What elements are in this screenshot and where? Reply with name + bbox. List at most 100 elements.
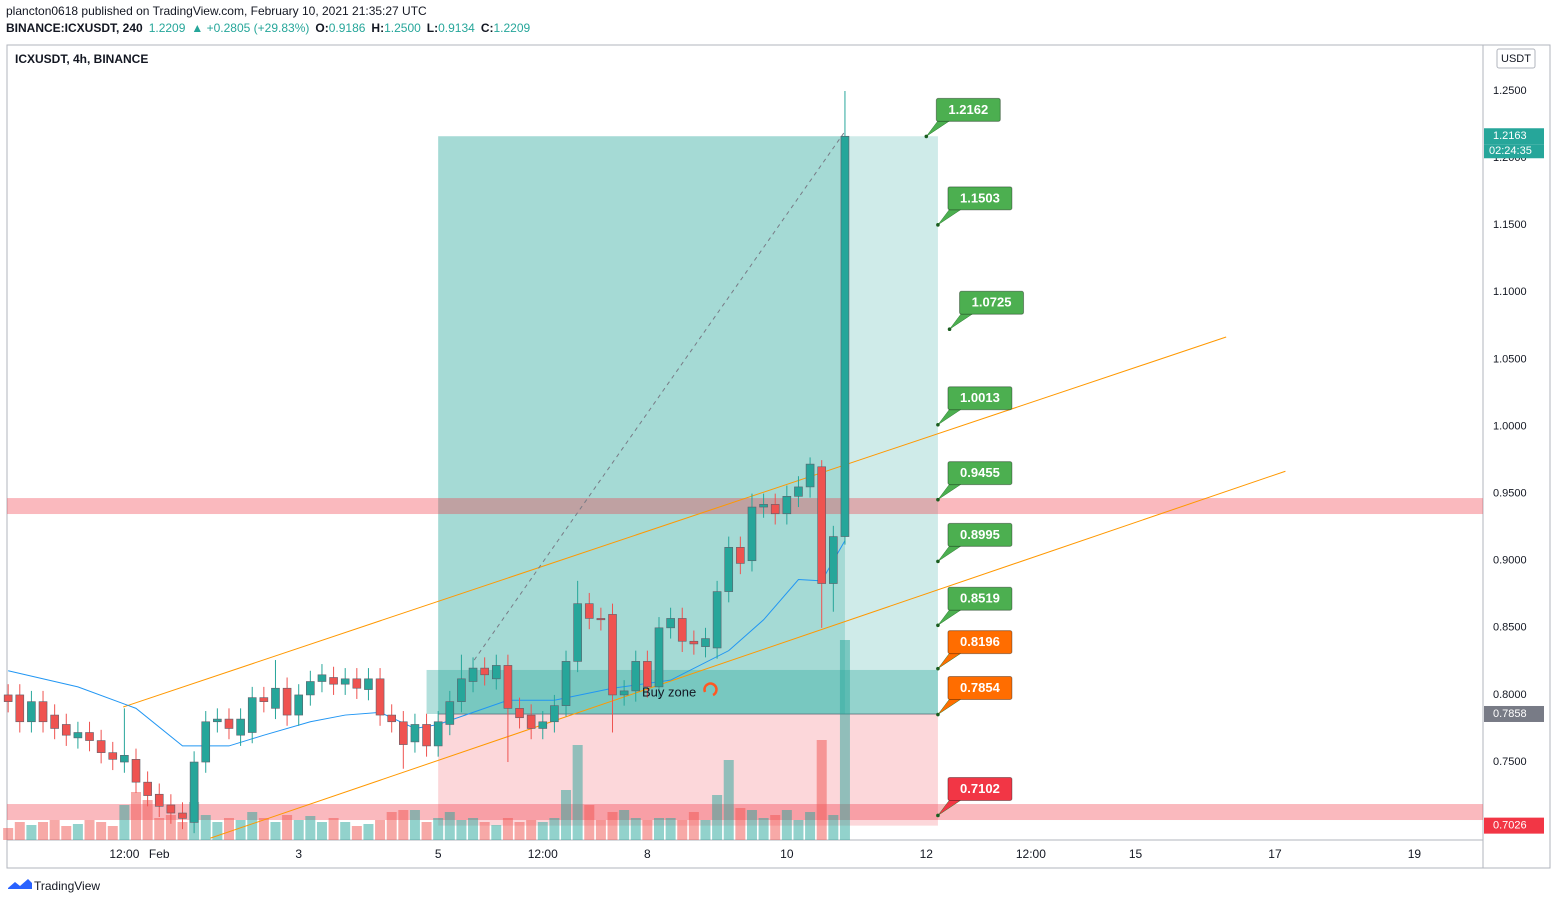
x-tick-label: 17 xyxy=(1268,847,1282,861)
volume-bar xyxy=(375,820,386,840)
candle-body xyxy=(433,721,443,747)
candle-body xyxy=(61,724,71,736)
candle-body xyxy=(236,718,245,736)
candle-body xyxy=(340,678,350,685)
x-tick-label: 3 xyxy=(295,847,302,861)
volume-bar xyxy=(351,826,362,840)
price-tag xyxy=(1484,705,1544,722)
candle-body xyxy=(631,661,641,692)
target-anchor xyxy=(936,623,940,628)
candle-body xyxy=(736,547,745,564)
volume-bar xyxy=(595,820,606,840)
volume-bar xyxy=(84,820,95,840)
target-anchor xyxy=(936,813,940,818)
candle-body xyxy=(189,761,199,823)
volume-bar xyxy=(444,812,455,840)
volume-bar xyxy=(723,760,734,840)
volume-bar xyxy=(653,818,664,840)
tv-logo xyxy=(8,879,32,889)
header-text: 1.2500 xyxy=(384,21,421,35)
target-anchor xyxy=(936,223,940,227)
candle-body xyxy=(247,697,257,733)
volume-bar xyxy=(502,818,513,840)
candle-body xyxy=(526,714,536,729)
volume-bar xyxy=(119,805,130,840)
volume-bar xyxy=(142,800,153,840)
header-text: ▲ +0.2805 (+29.83%) xyxy=(191,21,309,35)
y-tick-label: 0.8000 xyxy=(1493,689,1527,701)
volume-bar xyxy=(340,822,351,840)
x-tick-label: 12 xyxy=(920,847,934,861)
candle-body xyxy=(701,638,710,647)
candle-body xyxy=(108,752,118,760)
volume-bar xyxy=(177,822,188,840)
candle-body xyxy=(50,714,59,729)
x-tick-label: 12:00 xyxy=(1016,847,1046,861)
candle-body xyxy=(643,661,652,688)
volume-bar xyxy=(96,822,107,840)
volume-bar xyxy=(26,825,37,840)
volume-bar xyxy=(526,820,537,840)
candle-body xyxy=(3,694,13,702)
candle-body xyxy=(805,463,815,488)
candle-body xyxy=(294,694,304,716)
volume-bar xyxy=(688,812,699,840)
y-tick-label: 1.0000 xyxy=(1493,420,1527,432)
candle-body xyxy=(85,732,94,741)
candle-body xyxy=(259,697,269,702)
x-tick-label: 15 xyxy=(1129,847,1143,861)
x-tick-label: 10 xyxy=(780,847,794,861)
target-label: 0.9455 xyxy=(960,465,1000,480)
candle-body xyxy=(306,681,315,696)
volume-bar xyxy=(107,826,118,840)
target-label: 1.0013 xyxy=(960,390,1000,405)
target-label: 0.8995 xyxy=(960,527,1000,542)
currency-box[interactable] xyxy=(1496,48,1536,69)
target-box xyxy=(947,522,1013,547)
volume-bar xyxy=(200,815,211,840)
candle-body xyxy=(608,614,617,696)
candle-body xyxy=(759,504,768,508)
volume-bar xyxy=(758,818,769,840)
candle-body xyxy=(457,678,466,702)
candle-body xyxy=(654,627,664,688)
volume-bar xyxy=(398,810,409,840)
legend: ICXUSDT, 4h, BINANCE xyxy=(15,52,148,66)
volume-bar xyxy=(561,790,572,840)
x-tick-label: Feb xyxy=(149,847,170,861)
candle-body xyxy=(15,694,25,723)
x-tick-label: 5 xyxy=(435,847,442,861)
candle-body xyxy=(38,701,48,723)
candle-body xyxy=(213,718,222,723)
dashed-line xyxy=(473,132,845,661)
candle-body xyxy=(271,687,280,709)
volume-bar xyxy=(154,818,165,840)
countdown-tag xyxy=(1484,144,1544,159)
volume-bar xyxy=(665,818,676,840)
target-anchor xyxy=(936,422,940,427)
candle-body xyxy=(712,591,722,649)
y-tick-label: 0.9000 xyxy=(1493,555,1527,567)
volume-bar xyxy=(14,822,25,840)
candle-body xyxy=(677,618,687,642)
volume-bar xyxy=(712,795,723,840)
volume-bar xyxy=(584,805,595,840)
target-anchor xyxy=(947,327,952,332)
buy-zone-label: Buy zone xyxy=(642,684,696,699)
target-label: 0.8196 xyxy=(960,634,1000,649)
candle-body xyxy=(73,732,83,739)
frame xyxy=(6,44,1551,869)
candle-body xyxy=(689,640,699,645)
volume-bar xyxy=(3,828,14,840)
candle-body xyxy=(364,678,373,690)
volume-bar xyxy=(61,826,72,840)
volume-bar xyxy=(572,745,583,840)
volume-bar xyxy=(630,818,641,840)
volume-bar xyxy=(781,810,792,840)
target-label: 1.0725 xyxy=(972,295,1012,310)
volume-bar xyxy=(270,822,281,840)
volume-bar xyxy=(131,792,142,840)
volume-bar xyxy=(700,820,711,840)
volume-bar xyxy=(72,824,83,840)
candle-body xyxy=(352,678,362,689)
